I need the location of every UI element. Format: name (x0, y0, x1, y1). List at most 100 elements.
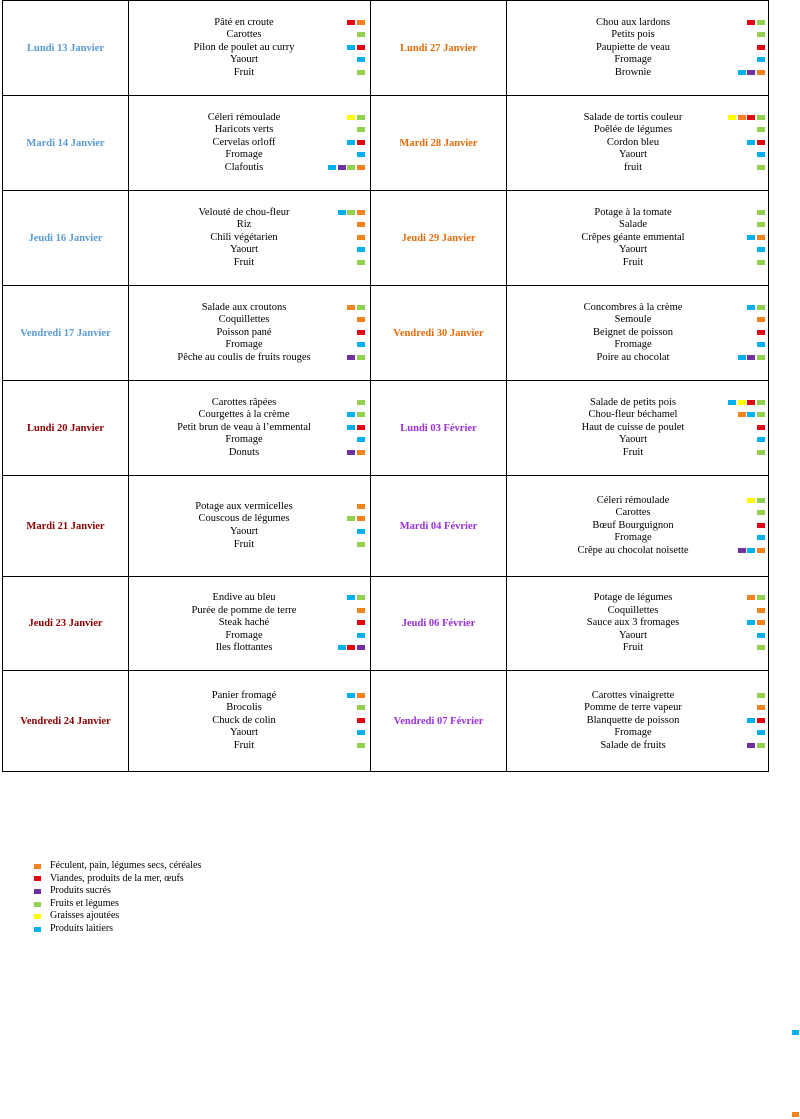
category-mark-V (757, 139, 765, 145)
food-category-marks (757, 522, 765, 528)
dish-item: Fruit (129, 257, 370, 270)
legend-label: Produits sucrés (50, 885, 111, 897)
dish-item: Haricots verts (129, 124, 370, 137)
dish-list: Céleri rémoulade Carottes Bœuf Bourguignon… (507, 495, 768, 558)
category-mark-F (357, 317, 365, 323)
dish-name: Bœuf Bourguignon (592, 519, 674, 531)
stray-mark-dairy (792, 1030, 799, 1035)
dish-item: Yaourt (129, 54, 370, 67)
dish-list: Salade de petits pois Chou-fleur béchamel… (507, 397, 768, 460)
dish-item: Fromage (129, 339, 370, 352)
dish-list: Velouté de chou-fleur Riz Chili végétarien… (129, 207, 370, 270)
category-mark-F (357, 19, 365, 25)
food-category-marks (757, 127, 765, 133)
day-label-lundi-20-janvier: Lundi 20 Janvier (2, 380, 129, 476)
category-mark-L (757, 692, 765, 698)
category-mark-L (757, 449, 765, 455)
dish-name: Fruit (622, 446, 644, 458)
dish-name: Yaourt (618, 434, 648, 446)
food-category-marks (728, 114, 765, 120)
legend-swatch (34, 876, 41, 882)
food-category-marks (757, 535, 765, 541)
day-label-lundi-03-fevrier: Lundi 03 Février (370, 380, 507, 476)
dish-item: Pâté en croute (129, 17, 370, 30)
dish-name: Fruit (622, 642, 644, 654)
dish-name: Fruit (622, 256, 644, 268)
legend-swatch (34, 926, 41, 932)
dish-item: Blanquette de poisson (507, 715, 768, 728)
food-category-marks (757, 607, 765, 613)
category-mark-V (357, 139, 365, 145)
dish-name: Purée de pomme de terre (191, 604, 297, 616)
menu-body: Lundi 13 Janvier Pâté en croute Carottes Pi… (2, 0, 769, 772)
category-mark-D (747, 717, 756, 723)
legend-swatch (34, 914, 41, 920)
dish-item: Beignet de poisson (507, 327, 768, 340)
dish-item: Fromage (129, 434, 370, 447)
dish-list-cell: Carottes vinaigrette Pomme de terre vapeu… (506, 670, 769, 772)
food-category-marks (347, 424, 365, 430)
dish-name: Beignet de poisson (593, 326, 673, 338)
dish-name: Carottes vinaigrette (591, 689, 675, 701)
category-mark-L (357, 354, 365, 360)
category-mark-D (737, 354, 746, 360)
category-mark-F (357, 503, 365, 509)
food-category-marks (357, 342, 365, 348)
dish-name: Fromage (614, 54, 652, 66)
food-category-marks (737, 354, 765, 360)
dish-item: Yaourt (507, 434, 768, 447)
category-mark-V (747, 399, 756, 405)
dish-list: Potage à la tomate Salade Crêpes géante em… (507, 207, 768, 270)
dish-item: Potage aux vermicelles (129, 501, 370, 514)
dish-item: Fromage (507, 727, 768, 740)
category-mark-L (757, 497, 765, 503)
legend-label: Fruits et légumes (50, 897, 119, 909)
dish-name: Salade de tortis couleur (583, 111, 683, 123)
category-mark-F (357, 449, 365, 455)
category-mark-L (347, 516, 356, 522)
dish-item: Pomme de terre vapeur (507, 702, 768, 715)
category-mark-G (747, 497, 756, 503)
dish-item: Haut de cuisse de poulet (507, 422, 768, 435)
dish-item: Riz (129, 219, 370, 232)
food-category-marks (357, 730, 365, 736)
dish-name: Poêlée de légumes (593, 124, 673, 136)
dish-name: Yaourt (229, 54, 259, 66)
category-mark-L (357, 304, 365, 310)
category-mark-D (347, 424, 356, 430)
dish-item: Fruit (129, 740, 370, 753)
food-category-marks (347, 354, 365, 360)
category-mark-D (347, 44, 356, 50)
food-category-marks (747, 595, 765, 601)
dish-name: Blanquette de poisson (586, 714, 680, 726)
day-label-vendredi-17-janvier: Vendredi 17 Janvier (2, 285, 129, 381)
category-mark-D (757, 247, 765, 253)
dish-item: Fruit (129, 67, 370, 80)
food-category-marks (757, 449, 765, 455)
category-mark-F (357, 607, 365, 613)
category-mark-V (357, 620, 365, 626)
category-mark-L (757, 304, 765, 310)
category-mark-L (757, 164, 765, 170)
food-category-marks (737, 69, 765, 75)
category-mark-L (757, 354, 765, 360)
legend-label: Graisses ajoutées (50, 910, 120, 922)
food-category-marks (357, 152, 365, 158)
category-mark-D (747, 620, 756, 626)
dish-name: Donuts (228, 446, 260, 458)
dish-item: Potage de légumes (507, 592, 768, 605)
food-category-marks (757, 645, 765, 651)
category-mark-S (347, 449, 356, 455)
category-mark-D (757, 730, 765, 736)
dish-name: Salade (619, 219, 647, 231)
category-mark-V (747, 114, 756, 120)
dish-name: Céleri rémoulade (596, 494, 670, 506)
food-category-marks (357, 541, 365, 547)
menu-row: Jeudi 23 Janvier Endive au bleu Purée de p… (2, 576, 769, 671)
dish-item: Bœuf Bourguignon (507, 520, 768, 533)
dish-item: Crêpes géante emmental (507, 232, 768, 245)
dish-name: Iles flottantes (215, 642, 273, 654)
dish-name: Coquillettes (607, 604, 659, 616)
category-mark-D (357, 730, 365, 736)
category-mark-F (757, 317, 765, 323)
